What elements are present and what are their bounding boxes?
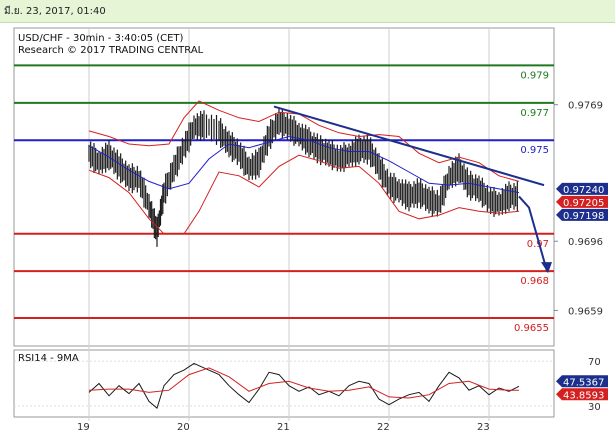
price-badge-bg (556, 208, 608, 221)
rsi-ma-badge-bg (556, 388, 608, 401)
rsi-panel (13, 349, 555, 418)
x-tick-label: 20 (177, 422, 190, 433)
price-badge-label: 0.97205 (563, 198, 604, 209)
rsi-tick-label: 70 (588, 357, 601, 368)
level-label: 0.9655 (514, 323, 549, 334)
price-panel (13, 27, 555, 347)
level-label: 0.97 (527, 239, 549, 250)
moving-average-line (88, 135, 520, 194)
rsi-title: RSI14 - 9MA (18, 353, 79, 364)
rsi-line (88, 362, 520, 409)
rsi-badge-bg (556, 375, 608, 388)
x-tick-label: 21 (277, 422, 290, 433)
projection-arrow-head (541, 262, 552, 274)
header-timestamp: มี.ย. 23, 2017, 01:40 (4, 6, 106, 17)
price-badge-bg (556, 182, 608, 195)
x-axis-ticks: 19 20 21 22 23 (77, 28, 490, 433)
price-badge-label: 0.97198 (563, 211, 604, 222)
rsi-tick-label: 30 (588, 402, 601, 413)
price-badge-label: 0.97240 (563, 185, 604, 196)
rsi-badge-label: 47.5367 (563, 377, 604, 388)
price-tick-label: 0.9769 (568, 101, 603, 112)
rsi-ma-line (88, 367, 520, 399)
level-lines: 0.979 0.977 0.975 0.97 0.968 0.9655 (14, 64, 554, 334)
price-badge-bg (556, 195, 608, 208)
level-label: 0.977 (520, 108, 549, 119)
chart-title: USD/CHF - 30min - 3:40:05 (CET) (18, 33, 184, 44)
projection-arrow-line (518, 195, 548, 272)
x-tick-label: 22 (377, 422, 390, 433)
chart-series (14, 100, 554, 409)
price-tick-label: 0.9659 (568, 306, 603, 317)
level-label: 0.975 (520, 145, 549, 156)
x-tick-label: 19 (77, 422, 90, 433)
price-axis: 70 30 0.9769 0.9696 0.9659 0.97240 0.97205 0.97… (554, 101, 608, 413)
bollinger-lower-line (88, 154, 520, 235)
price-tick-label: 0.9696 (568, 237, 603, 248)
level-label: 0.979 (520, 70, 549, 81)
chart-subtitle: Research © 2017 TRADING CENTRAL (18, 45, 204, 56)
level-label: 0.968 (520, 276, 549, 287)
rsi-ma-badge-label: 43.8593 (563, 390, 604, 401)
x-tick-label: 23 (477, 422, 490, 433)
header-bar: มี.ย. 23, 2017, 01:40 (0, 0, 615, 23)
trendline (273, 105, 545, 187)
